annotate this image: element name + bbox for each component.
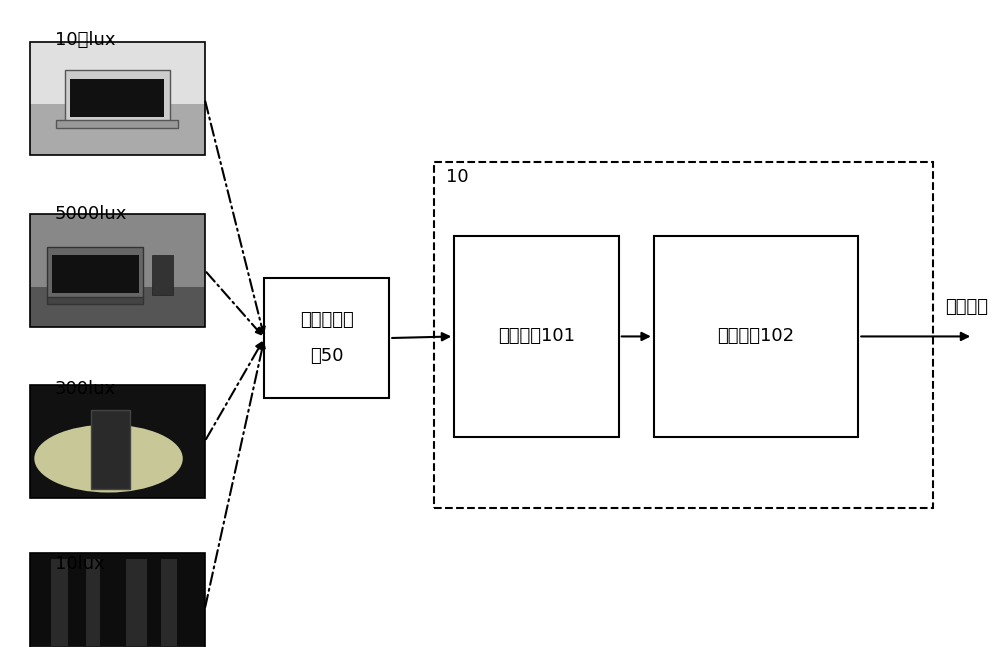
- Bar: [65, 71, 170, 122]
- Bar: [30, 287, 205, 327]
- Bar: [30, 385, 205, 498]
- Text: 10万lux: 10万lux: [55, 30, 115, 49]
- Bar: [47, 248, 143, 298]
- Bar: [30, 553, 205, 647]
- Text: 器50: 器50: [310, 347, 344, 365]
- Bar: [52, 255, 139, 293]
- Bar: [152, 256, 173, 295]
- Bar: [126, 559, 147, 647]
- Bar: [86, 559, 100, 647]
- Bar: [30, 214, 205, 287]
- Text: 控制模块101: 控制模块101: [498, 327, 575, 345]
- Bar: [30, 385, 205, 498]
- Bar: [30, 104, 205, 155]
- Bar: [47, 298, 143, 304]
- Bar: [161, 559, 177, 647]
- Bar: [30, 646, 205, 647]
- Text: 10lux: 10lux: [55, 554, 105, 573]
- Bar: [434, 162, 933, 508]
- Text: 10: 10: [446, 168, 469, 186]
- Bar: [30, 42, 205, 104]
- Bar: [30, 42, 205, 155]
- Bar: [30, 553, 205, 647]
- Text: 驱动模块102: 驱动模块102: [717, 327, 795, 345]
- Text: 300lux: 300lux: [55, 380, 116, 398]
- Bar: [56, 120, 178, 128]
- Bar: [91, 410, 130, 489]
- Bar: [70, 79, 164, 117]
- Ellipse shape: [34, 424, 183, 492]
- Text: 驱动信号: 驱动信号: [945, 298, 988, 316]
- Bar: [264, 278, 389, 398]
- Bar: [51, 559, 68, 647]
- Bar: [30, 42, 205, 155]
- Bar: [30, 214, 205, 327]
- Bar: [654, 236, 858, 437]
- Text: 环境光传感: 环境光传感: [300, 311, 354, 329]
- Text: 5000lux: 5000lux: [55, 205, 127, 223]
- Bar: [30, 214, 205, 327]
- Bar: [454, 236, 619, 437]
